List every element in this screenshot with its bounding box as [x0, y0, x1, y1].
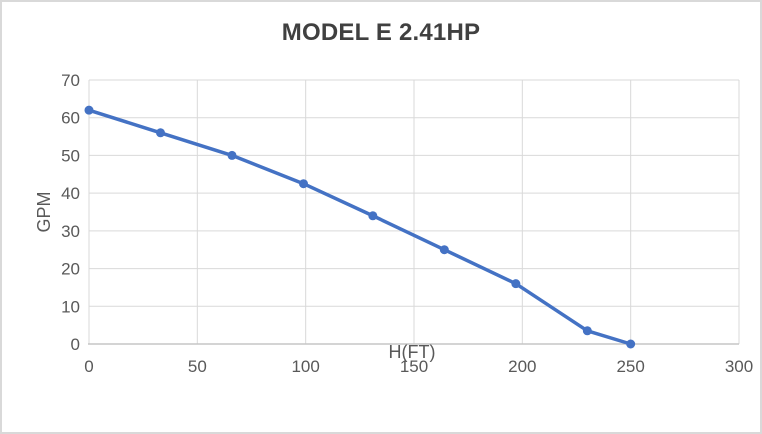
data-point: [511, 279, 521, 289]
y-axis-tick-labels: 0 10 20 30 40 50 60 70: [61, 71, 80, 354]
y-tick-label: 10: [61, 297, 80, 316]
x-axis-tick-labels: 0 50 100 150 200 250 300: [84, 357, 753, 376]
x-axis-title: H(FT): [389, 342, 436, 362]
y-tick-label: 30: [61, 222, 80, 241]
data-point: [227, 150, 237, 160]
data-point: [299, 179, 308, 189]
x-tick-label: 100: [291, 357, 319, 376]
x-tick-label: 250: [616, 357, 644, 376]
y-tick-label: 0: [71, 335, 80, 354]
y-tick-label: 60: [61, 109, 80, 128]
y-axis-title: GPM: [34, 191, 54, 232]
y-tick-label: 40: [61, 184, 80, 203]
x-tick-label: 300: [725, 357, 753, 376]
data-point: [156, 128, 165, 138]
x-tick-label: 50: [188, 357, 207, 376]
data-point: [439, 245, 449, 255]
data-series: [84, 105, 636, 349]
x-tick-label: 0: [84, 357, 93, 376]
series-line: [87, 108, 633, 346]
gridlines: [88, 79, 740, 344]
y-tick-label: 70: [61, 71, 80, 90]
y-tick-label: 50: [61, 146, 80, 165]
data-point: [626, 339, 636, 349]
x-tick-label: 150: [400, 357, 428, 376]
data-point: [368, 211, 378, 221]
chart-title: MODEL E 2.41HP: [281, 19, 481, 46]
data-point: [582, 326, 592, 336]
data-point: [84, 105, 94, 115]
x-tick-label: 200: [508, 357, 536, 376]
y-tick-label: 20: [61, 260, 80, 279]
